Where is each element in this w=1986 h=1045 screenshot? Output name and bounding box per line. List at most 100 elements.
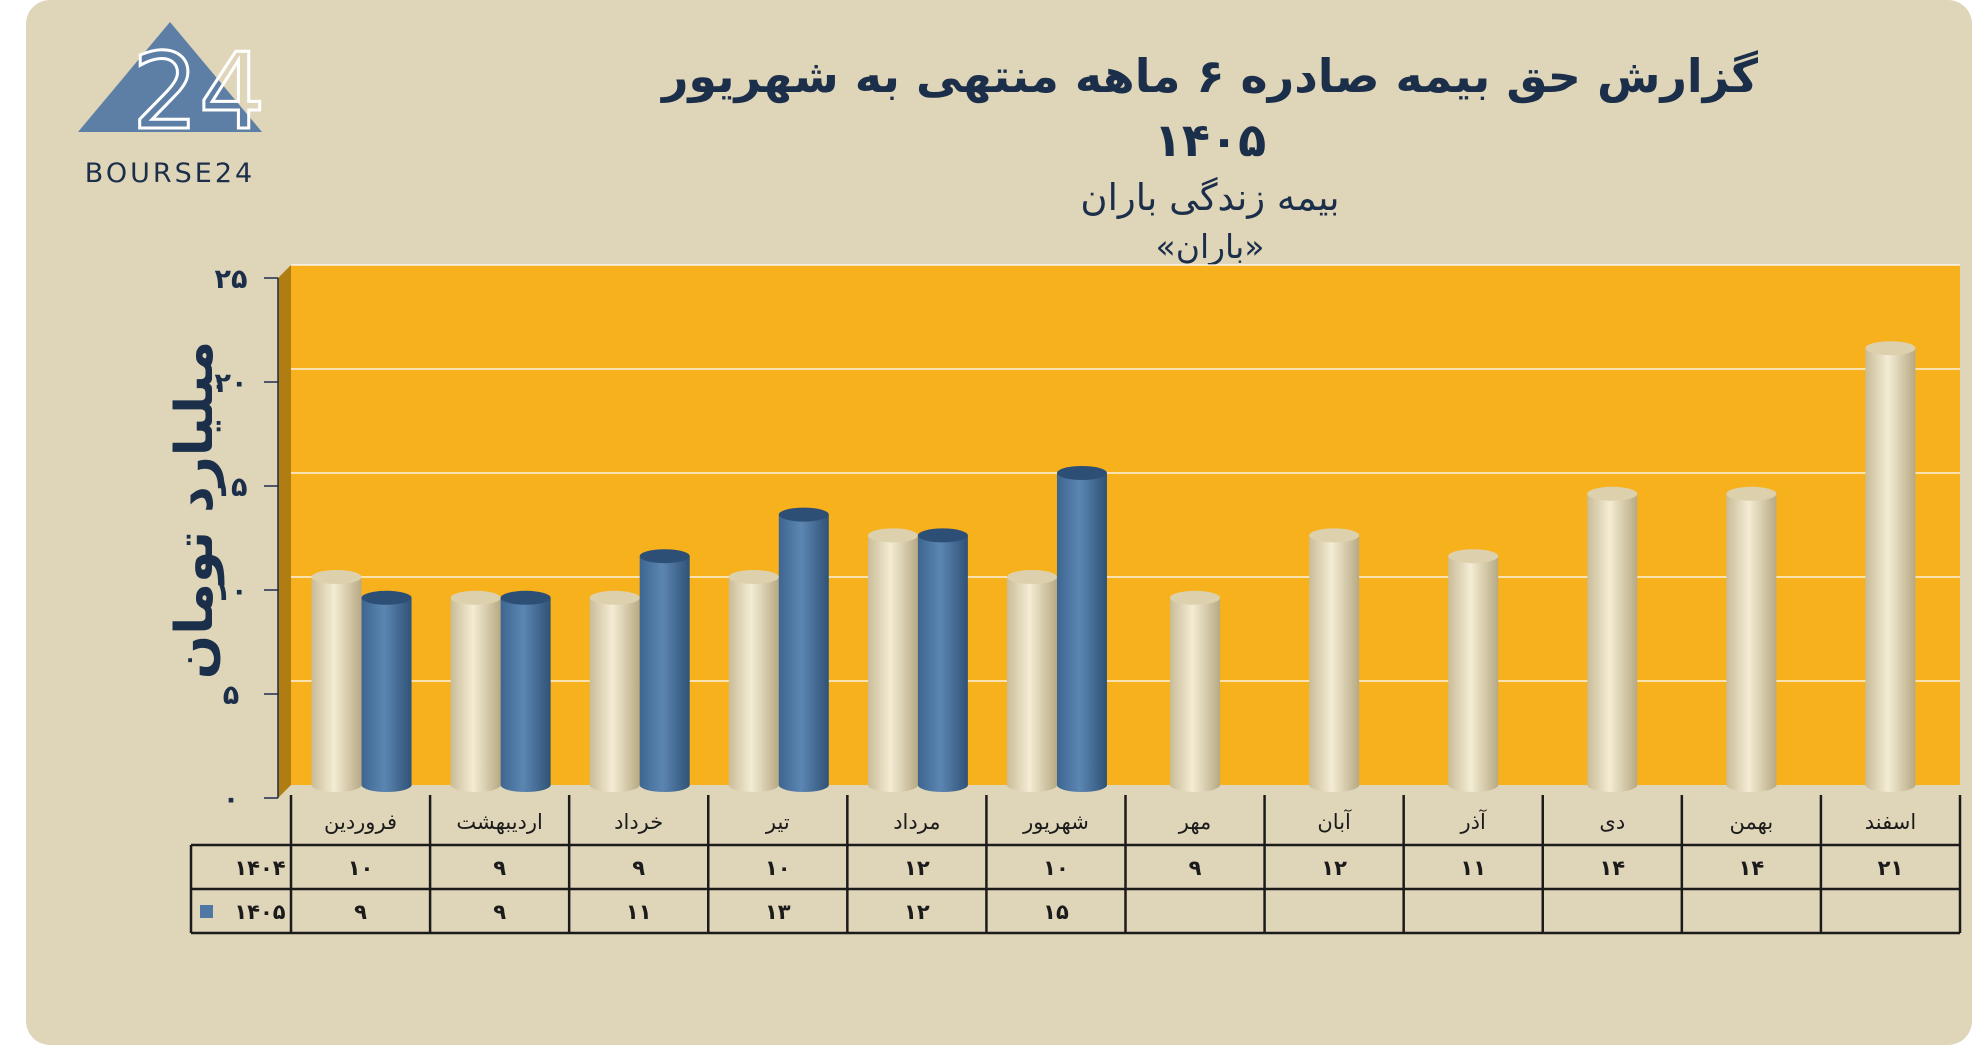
title-block: گزارش حق بیمه صادره ۶ ماهه منتهی به شهری… [600,44,1820,270]
data-label: ۱۴ [1599,856,1625,880]
bar-1405-top [1056,466,1107,480]
bar-1404-body [1865,348,1916,792]
chart-subtitle: بیمه زندگی باران [1080,176,1340,219]
bar-1404-top [450,590,501,605]
data-label: ۹ [493,856,506,880]
bar-1404-body [728,577,779,792]
bar-1404 [1448,549,1499,792]
x-tick-label: اسفند [1865,810,1916,834]
bar-1404-body [311,577,362,792]
x-tick-label: آذر [1460,809,1487,834]
x-tick-label: مرداد [893,810,940,834]
bar-1404-top [1170,590,1221,605]
bar-1404-top [311,570,362,584]
x-tick-label: اردیبهشت [456,810,543,834]
data-label: ۱۰ [1043,856,1069,880]
bar-1405-top [778,507,829,522]
data-label: ۱۲ [1321,856,1347,880]
bar-1404-top [1726,486,1777,501]
bar-1404-body [867,535,918,792]
bar-1404-top [589,590,640,605]
bar-1404 [1865,341,1916,792]
bar-1405-body [639,556,690,792]
bar-1404-top [728,570,779,584]
bar-1405-body [500,597,551,792]
legend-swatch-1405 [200,905,213,918]
y-tick-label: ۰ [223,784,239,815]
bar-1405 [1056,466,1107,792]
bar-1405-top [361,590,412,605]
data-label: ۱۱ [1460,856,1486,880]
bar-1404-body [450,597,501,792]
data-label: ۹ [354,900,367,924]
y-tick-label: ۲۵ [215,264,248,295]
bar-1404-top [1587,486,1638,501]
series-name-1: ۱۴۰۵ [234,900,285,924]
data-label: ۹ [1189,856,1202,880]
plot-area [291,265,1960,785]
bar-1404-top [867,528,918,543]
x-tick-label: مهر [1178,810,1212,834]
bar-1404 [589,590,640,792]
bar-1404-body [1587,493,1638,792]
bar-1405 [917,528,968,792]
bar-1404 [867,528,918,792]
data-label: ۱۱ [626,900,652,924]
bar-1404 [1309,528,1360,792]
data-label: ۱۰ [348,856,374,880]
chart-title: گزارش حق بیمه صادره ۶ ماهه منتهی به شهری… [661,49,1759,167]
x-tick-label: فروردین [324,810,397,834]
y-tick-label: ۱۵ [215,472,248,503]
bar-1404 [1170,590,1221,792]
y-tick-label: ۱۰ [215,576,248,607]
data-label: ۱۲ [904,856,930,880]
x-tick-label: تیر [765,810,790,834]
bar-1405-top [500,590,551,605]
x-tick-label: شهریور [1022,810,1089,834]
series-name-0: ۱۴۰۴ [234,856,285,880]
bar-1404 [1006,570,1057,793]
bar-1405-body [917,535,968,792]
data-label: ۹ [632,856,645,880]
bar-1404-body [1006,577,1057,793]
y-tick-label: ۲۰ [215,368,248,399]
bar-1405-body [778,514,829,792]
bar-1404-top [1448,549,1499,564]
data-label: ۱۴ [1739,856,1765,880]
bar-1404-body [1726,493,1777,792]
bar-1404-body [1448,556,1499,792]
bar-1404-top [1309,528,1360,543]
data-label: ۱۵ [1043,900,1069,924]
logo-text: BOURSE24 [85,158,255,189]
chart-subsubtitle: «باران» [1155,227,1265,266]
data-label: ۲۱ [1878,856,1904,880]
bar-1404-top [1865,341,1916,356]
x-tick-label: دی [1599,810,1625,834]
bar-1404 [450,590,501,792]
bar-1405-body [361,597,412,792]
svg-text:24: 24 [132,31,266,153]
x-tick-label: بهمن [1730,810,1774,834]
y-tick-label: ۵ [223,680,239,711]
bourse24-logo: 24 BOURSE24 [78,22,267,189]
bar-1404-top [1006,570,1057,584]
bar-1404-body [1309,535,1360,792]
data-label: ۹ [493,900,506,924]
bar-1404 [311,570,362,792]
data-label: ۱۰ [765,856,791,880]
bar-1405 [778,507,829,792]
bar-1404 [728,570,779,792]
x-tick-label: آبان [1317,809,1352,834]
plot-side-wall [278,265,291,798]
x-tick-label: خرداد [614,810,663,834]
bar-1405-top [917,528,968,543]
bar-1405 [639,549,690,792]
data-label: ۱۲ [904,900,930,924]
bar-1405-top [639,549,690,564]
bar-1405-body [1056,473,1107,792]
data-label: ۱۳ [765,900,791,924]
bar-1405 [361,590,412,792]
bar-1404-body [589,597,640,792]
bar-1404 [1726,486,1777,792]
